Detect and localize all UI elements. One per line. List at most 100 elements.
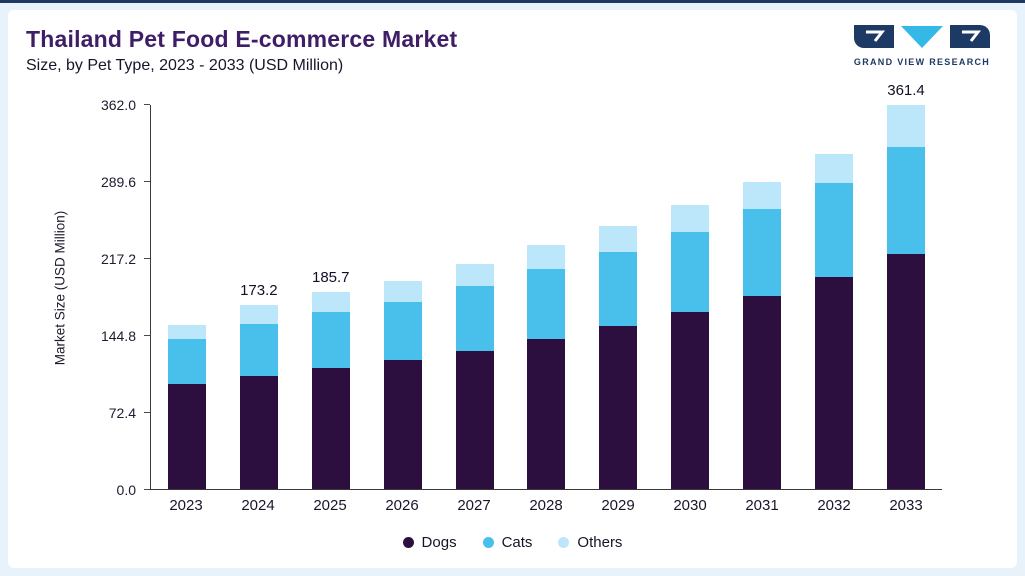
bar-group-2026 <box>367 105 439 489</box>
legend-dot-others <box>558 537 570 548</box>
bar-2025: 185.7 <box>311 269 350 489</box>
y-axis-tick-label: 144.8 <box>100 328 136 344</box>
bar-segment-dogs-2029 <box>599 326 638 489</box>
bar-segment-cats-2032 <box>815 182 854 278</box>
bar-segment-dogs-2030 <box>671 312 710 489</box>
y-axis-tick-label: 289.6 <box>100 174 136 190</box>
bar-segment-cats-2023 <box>167 339 206 384</box>
bar-segment-others-2033 <box>887 104 926 147</box>
bar-2030 <box>671 205 710 489</box>
bar-group-2027 <box>439 105 511 489</box>
bar-segment-cats-2026 <box>383 301 422 361</box>
bar-segment-cats-2031 <box>743 209 782 297</box>
x-axis-label-2030: 2030 <box>673 497 707 514</box>
bar-segment-cats-2027 <box>455 285 494 351</box>
bar-2028 <box>527 245 566 489</box>
x-axis-label-2028: 2028 <box>529 497 563 514</box>
x-axis-label-2026: 2026 <box>385 497 419 514</box>
y-axis-tick-label: 362.0 <box>100 97 136 113</box>
legend: Dogs Cats Others <box>8 534 1017 551</box>
bar-group-2023 <box>151 105 223 489</box>
bar-segment-dogs-2027 <box>455 350 494 489</box>
bar-segment-others-2031 <box>743 181 782 210</box>
bar-segment-dogs-2028 <box>527 339 566 489</box>
bar-2023 <box>167 325 206 489</box>
bar-2024: 173.2 <box>239 282 278 489</box>
bar-segment-cats-2033 <box>887 146 926 254</box>
x-axis-label-2023: 2023 <box>169 497 203 514</box>
bar-segment-cats-2029 <box>599 251 638 327</box>
bar-group-2030 <box>654 105 726 489</box>
legend-item-dogs: Dogs <box>402 534 457 551</box>
legend-item-others: Others <box>558 534 622 551</box>
bar-segment-dogs-2031 <box>743 296 782 489</box>
bar-segment-others-2030 <box>671 205 710 232</box>
x-axis-label-2033: 2033 <box>889 497 923 514</box>
bar-group-2025: 185.7 <box>295 105 367 489</box>
bar-group-2032 <box>798 105 870 489</box>
y-axis-tick-mark <box>144 489 150 490</box>
bar-2027 <box>455 263 494 489</box>
grand-view-research-logo: GRAND VIEW RESEARCH <box>849 24 995 67</box>
bar-segment-others-2024 <box>239 304 278 325</box>
bar-segment-others-2029 <box>599 226 638 252</box>
bar-segment-others-2028 <box>527 245 566 269</box>
y-axis-tick-mark <box>144 181 150 182</box>
legend-label-cats: Cats <box>501 534 533 551</box>
bar-segment-cats-2028 <box>527 268 566 340</box>
x-axis-label-2031: 2031 <box>745 497 779 514</box>
bar-segment-others-2027 <box>455 263 494 286</box>
bar-segment-dogs-2023 <box>167 383 206 489</box>
bar-segment-dogs-2032 <box>815 277 854 489</box>
plot-area: 173.2 185.7 361.4 <box>150 82 942 490</box>
y-axis-tick-mark <box>144 258 150 259</box>
legend-item-cats: Cats <box>482 534 533 551</box>
x-axis-label-2027: 2027 <box>457 497 491 514</box>
bar-2026 <box>383 280 422 489</box>
page-subtitle: Size, by Pet Type, 2023 - 2033 (USD Mill… <box>26 57 344 74</box>
bar-group-2024: 173.2 <box>223 105 295 489</box>
bar-segment-others-2026 <box>383 280 422 302</box>
top-accent-bar <box>0 0 1025 3</box>
y-axis-tick-label: 0.0 <box>116 482 136 498</box>
x-axis-label-2024: 2024 <box>241 497 275 514</box>
y-axis-tick-label: 72.4 <box>108 405 136 421</box>
x-axis: 2023 2024 2025 2026 2027 2028 2029 2030 2031 2032… <box>150 497 942 514</box>
y-axis-tick-mark <box>144 412 150 413</box>
bar-segment-dogs-2025 <box>311 367 350 489</box>
bar-value-label-2025: 185.7 <box>311 268 350 286</box>
legend-label-dogs: Dogs <box>421 534 457 551</box>
bar-2032 <box>815 154 854 489</box>
y-axis-tick-mark <box>144 335 150 336</box>
bar-value-label-2024: 173.2 <box>240 281 278 299</box>
bar-segment-dogs-2024 <box>239 376 278 489</box>
x-axis-label-2032: 2032 <box>817 497 851 514</box>
bar-group-2029 <box>582 105 654 489</box>
bar-2031 <box>743 181 782 489</box>
logo-text: GRAND VIEW RESEARCH <box>853 57 991 67</box>
y-axis-tick-label: 217.2 <box>100 251 136 267</box>
y-axis-tick-mark <box>144 104 150 105</box>
bar-value-label-2033: 361.4 <box>887 81 925 99</box>
bar-segment-others-2032 <box>815 154 854 183</box>
bar-segment-others-2023 <box>167 325 206 340</box>
legend-dot-cats <box>482 537 494 548</box>
bar-segment-cats-2025 <box>311 312 350 368</box>
page-title: Thailand Pet Food E-commerce Market <box>26 26 458 52</box>
bar-segment-cats-2024 <box>239 324 278 377</box>
bar-segment-dogs-2026 <box>383 360 422 489</box>
x-axis-label-2025: 2025 <box>313 497 347 514</box>
bar-segment-cats-2030 <box>671 231 710 313</box>
bar-group-2033: 361.4 <box>870 82 942 489</box>
legend-dot-dogs <box>402 537 414 548</box>
bar-segment-others-2025 <box>311 291 350 313</box>
bar-segment-dogs-2033 <box>887 253 926 489</box>
chart-card: Thailand Pet Food E-commerce Market Size… <box>8 10 1017 568</box>
logo-marks-icon <box>854 25 990 48</box>
x-axis-label-2029: 2029 <box>601 497 635 514</box>
bar-group-2031 <box>726 105 798 489</box>
legend-label-others: Others <box>577 534 623 551</box>
bar-group-2028 <box>511 105 583 489</box>
y-axis: 0.0 72.4 144.8 217.2 289.6 362.0 <box>8 97 150 498</box>
bar-2029 <box>599 226 638 489</box>
